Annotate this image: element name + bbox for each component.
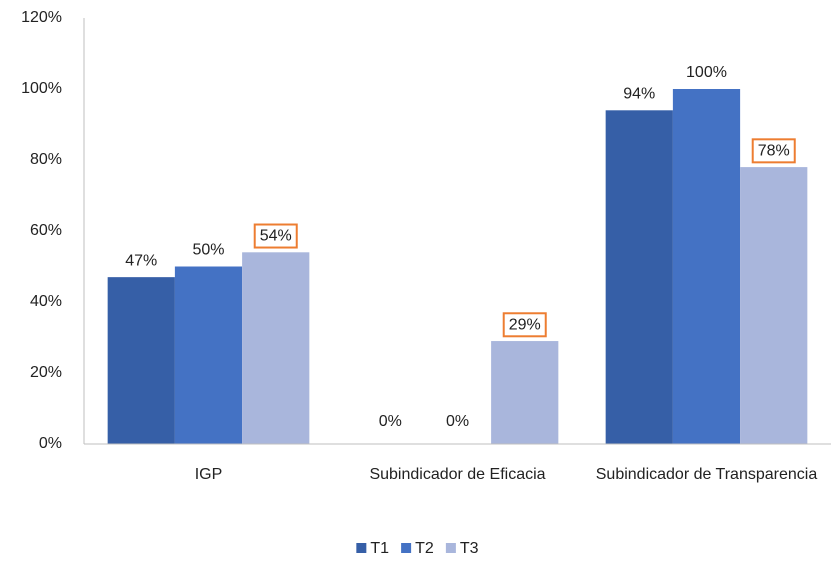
- data-label: 78%: [758, 142, 790, 159]
- legend-swatch: [445, 543, 456, 553]
- legend-label: T1: [370, 540, 389, 557]
- y-tick-label: 20%: [30, 364, 62, 381]
- y-tick-label: 100%: [21, 80, 62, 97]
- y-tick-label: 40%: [30, 293, 62, 310]
- x-tick-label: Subindicador de Transparencia: [595, 466, 818, 483]
- label-box: [502, 312, 547, 338]
- data-label: 47%: [125, 252, 157, 269]
- legend-label: T2: [415, 540, 434, 557]
- data-label: 0%: [379, 413, 402, 430]
- legend-swatch: [401, 543, 412, 553]
- bar: [672, 89, 741, 444]
- y-tick-label: 0%: [39, 435, 62, 452]
- bar: [491, 341, 559, 444]
- data-label: 29%: [509, 316, 541, 333]
- data-label: 50%: [192, 242, 224, 259]
- bar: [107, 277, 175, 444]
- x-tick-label: IGP: [194, 466, 223, 483]
- bar: [740, 167, 808, 444]
- bar: [605, 110, 673, 445]
- data-label: 0%: [446, 413, 469, 430]
- x-tick-label: Subindicador de Eficacia: [369, 466, 546, 483]
- label-box: [253, 223, 298, 249]
- data-label: 100%: [686, 64, 727, 81]
- bar: [242, 252, 310, 444]
- bar: [174, 266, 243, 444]
- y-tick-label: 120%: [21, 9, 62, 26]
- legend-swatch: [356, 543, 367, 553]
- legend-label: T3: [460, 540, 479, 557]
- y-tick-label: 80%: [30, 151, 62, 168]
- y-tick-label: 60%: [30, 222, 62, 239]
- label-box: [751, 138, 796, 164]
- data-label: 54%: [260, 228, 292, 245]
- data-label: 94%: [623, 86, 655, 103]
